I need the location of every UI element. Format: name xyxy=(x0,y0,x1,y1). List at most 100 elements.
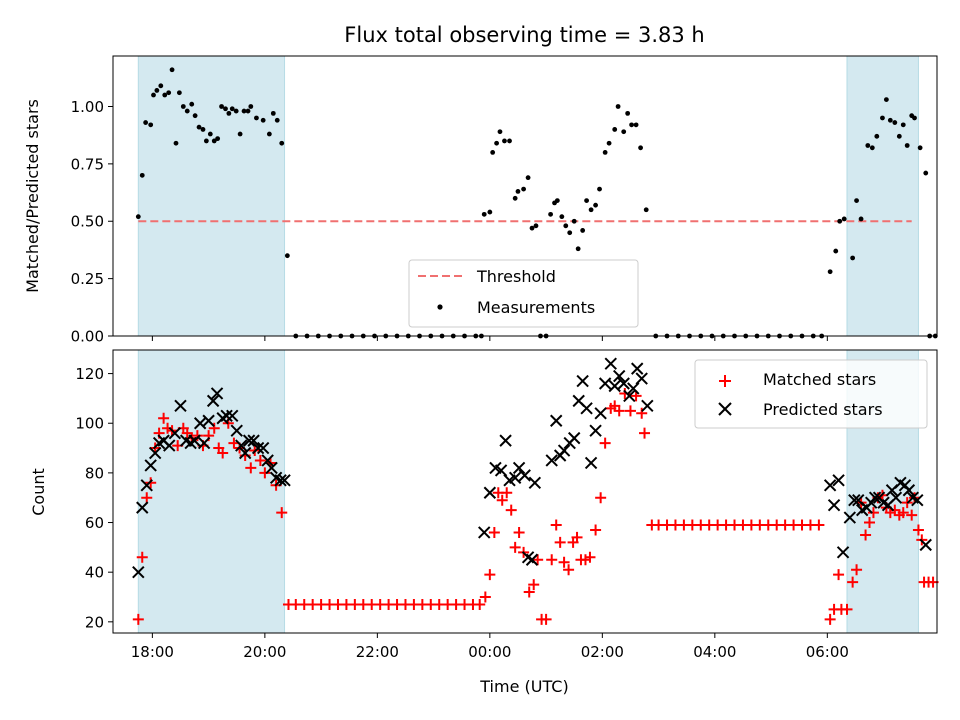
measurements-point xyxy=(487,209,493,215)
predicted-stars-point xyxy=(594,407,607,420)
top-plot-frame xyxy=(112,55,938,337)
measurements-point xyxy=(284,253,290,259)
y-tick-label: 0.50 xyxy=(71,213,104,231)
y-tick-label: 1.00 xyxy=(71,98,104,116)
legend-measurements-swatch xyxy=(437,304,443,310)
measurements-point xyxy=(196,124,202,130)
predicted-stars-point xyxy=(550,414,563,427)
predicted-stars-point xyxy=(242,434,256,447)
top-panel: 0.00 0.25 0.50 0.75 1.00 Matched/Predicted s… xyxy=(23,55,938,346)
measurements-point xyxy=(176,90,182,96)
measurements-point xyxy=(900,122,906,128)
measurements-point xyxy=(248,104,254,109)
y-tick-label: 0.25 xyxy=(71,270,104,288)
matched-stars-point xyxy=(158,412,170,424)
measurements-point xyxy=(827,269,833,275)
bottom-star-points xyxy=(132,357,939,625)
predicted-stars-point xyxy=(557,444,571,457)
measurements-point xyxy=(169,67,175,73)
measurements-point xyxy=(270,110,276,116)
measurements-point xyxy=(494,140,499,146)
predicted-stars-point xyxy=(902,484,916,497)
predicted-stars-point xyxy=(545,454,558,467)
matched-stars-point xyxy=(833,569,845,581)
top-shaded-intervals xyxy=(137,55,919,337)
predicted-stars-point xyxy=(210,387,224,400)
measurements-point xyxy=(584,198,589,203)
predicted-stars-point xyxy=(919,538,932,552)
predicted-stars-point xyxy=(584,456,598,470)
predicted-stars-point xyxy=(631,362,644,375)
predicted-stars-point xyxy=(202,414,215,427)
matched-stars-point xyxy=(824,613,836,625)
measurements-point xyxy=(874,133,880,139)
measurements-point xyxy=(923,170,929,176)
matched-stars-point xyxy=(584,551,596,563)
measurements-point xyxy=(833,248,839,254)
predicted-stars-point xyxy=(525,553,539,566)
measurements-point xyxy=(203,138,209,144)
measurements-point xyxy=(887,117,893,123)
measurements-point xyxy=(184,108,190,114)
predicted-stars-point xyxy=(483,486,497,499)
measurements-point xyxy=(211,138,217,144)
legend-predicted-swatch xyxy=(718,402,732,416)
matched-stars-point xyxy=(496,494,508,506)
measurements-point xyxy=(880,115,885,121)
matched-stars-point xyxy=(505,504,517,516)
measurements-point xyxy=(904,143,910,148)
predicted-stars-point xyxy=(235,439,248,452)
measurements-point xyxy=(606,140,612,146)
bottom-plot-frame xyxy=(112,349,938,634)
x-tick-label: 18:00 xyxy=(131,643,174,661)
matched-stars-point xyxy=(145,477,157,489)
measurements-point xyxy=(158,83,164,89)
predicted-stars-point xyxy=(174,399,187,413)
measurements-point xyxy=(865,143,871,148)
predicted-stars-point xyxy=(238,446,252,460)
predicted-stars-point xyxy=(889,491,903,504)
measurements-point xyxy=(237,131,243,137)
matched-stars-point xyxy=(912,524,924,536)
measurements-point xyxy=(571,218,577,224)
matched-stars-point xyxy=(841,603,853,615)
measurements-point xyxy=(602,149,608,155)
measurements-point xyxy=(559,214,565,220)
matched-stars-point xyxy=(558,556,570,568)
predicted-stars-point xyxy=(617,377,630,390)
predicted-stars-point xyxy=(528,476,542,490)
predicted-stars-point xyxy=(265,461,278,475)
predicted-stars-point xyxy=(148,446,162,460)
x-tick-label: 06:00 xyxy=(806,643,849,661)
matched-stars-point xyxy=(528,579,540,591)
predicted-stars-point xyxy=(868,491,882,504)
predicted-stars-point xyxy=(576,374,589,388)
measurements-point xyxy=(917,145,923,151)
legend-matched-label: Matched stars xyxy=(763,370,876,389)
measurements-point xyxy=(633,122,639,128)
matched-stars-point xyxy=(563,564,575,576)
matched-stars-point xyxy=(136,551,148,563)
matched-stars-point xyxy=(540,613,552,625)
shaded-interval xyxy=(846,55,919,337)
predicted-stars-point xyxy=(220,409,233,422)
matched-stars-point xyxy=(595,492,607,504)
measurements-point xyxy=(200,127,206,132)
predicted-stars-point xyxy=(230,424,243,437)
predicted-stars-point xyxy=(274,474,287,487)
measurements-point xyxy=(226,110,232,116)
measurements-point xyxy=(490,149,496,155)
matched-stars-point xyxy=(550,519,562,531)
measurements-point xyxy=(135,214,141,220)
matched-stars-point xyxy=(501,487,513,499)
matched-stars-point xyxy=(864,517,876,529)
predicted-stars-point xyxy=(613,369,626,383)
matched-stars-point xyxy=(141,492,153,504)
predicted-stars-point xyxy=(848,493,861,507)
legend-threshold-label: Threshold xyxy=(476,267,556,286)
measurements-point xyxy=(841,216,847,222)
predicted-stars-point xyxy=(623,389,636,403)
measurements-point xyxy=(621,129,627,135)
x-tick-label: 22:00 xyxy=(356,643,399,661)
measurements-point xyxy=(854,198,859,203)
